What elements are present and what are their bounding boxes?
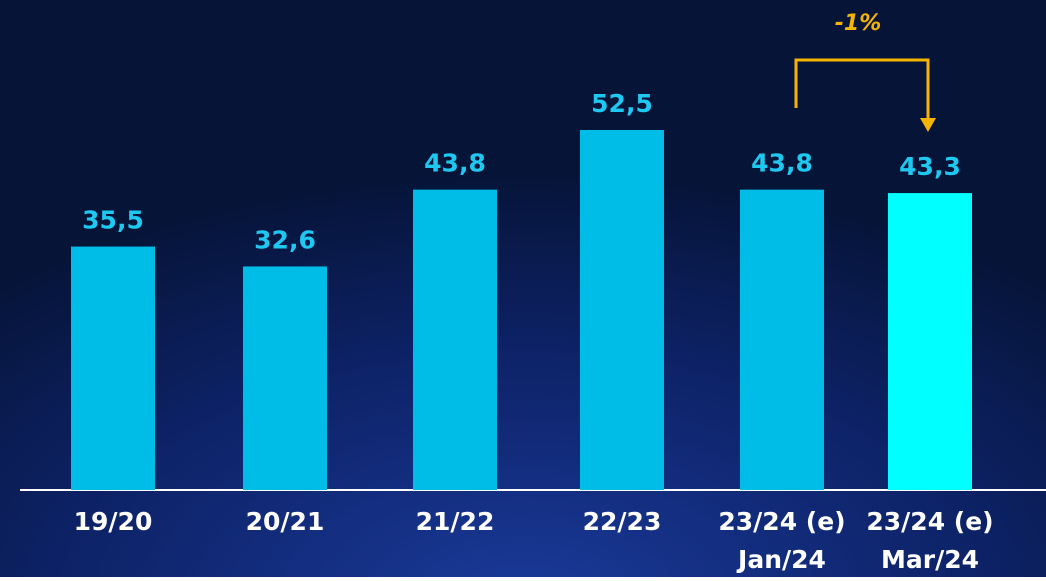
x-tick-label-line: 21/22 — [416, 507, 495, 536]
change-annotation: -1% — [835, 11, 881, 36]
x-tick-label-line: 20/21 — [246, 507, 325, 536]
x-tick-label: 23/24 (e) Jan/24 — [718, 507, 845, 574]
x-tick-label-line: 23/24 (e) — [866, 507, 993, 536]
value-label: 43,3 — [899, 152, 961, 181]
bar — [413, 189, 497, 490]
x-tick-label-line: 19/20 — [74, 507, 153, 536]
x-tick-label-line: 23/24 (e) — [718, 507, 845, 536]
x-tick-label-line: Jan/24 — [736, 545, 826, 574]
x-tick-label: 19/20 — [74, 507, 153, 536]
value-label: 52,5 — [591, 89, 653, 118]
change-arrowhead — [920, 118, 936, 132]
change-bracket — [794, 58, 930, 122]
bar — [888, 193, 972, 491]
bar — [243, 266, 327, 490]
bar — [580, 130, 664, 490]
value-label: 43,8 — [751, 149, 813, 178]
value-label: 32,6 — [254, 225, 316, 254]
value-label: 43,8 — [424, 149, 486, 178]
bar — [740, 189, 824, 490]
value-label: 35,5 — [82, 206, 144, 235]
x-tick-label-line: Mar/24 — [881, 545, 979, 574]
x-tick-label-line: 22/23 — [583, 507, 662, 536]
x-tick-label: 22/23 — [583, 507, 662, 536]
x-tick-label: 20/21 — [246, 507, 325, 536]
x-tick-label: 21/22 — [416, 507, 495, 536]
bar — [71, 246, 155, 490]
x-tick-label: 23/24 (e) Mar/24 — [866, 507, 993, 574]
